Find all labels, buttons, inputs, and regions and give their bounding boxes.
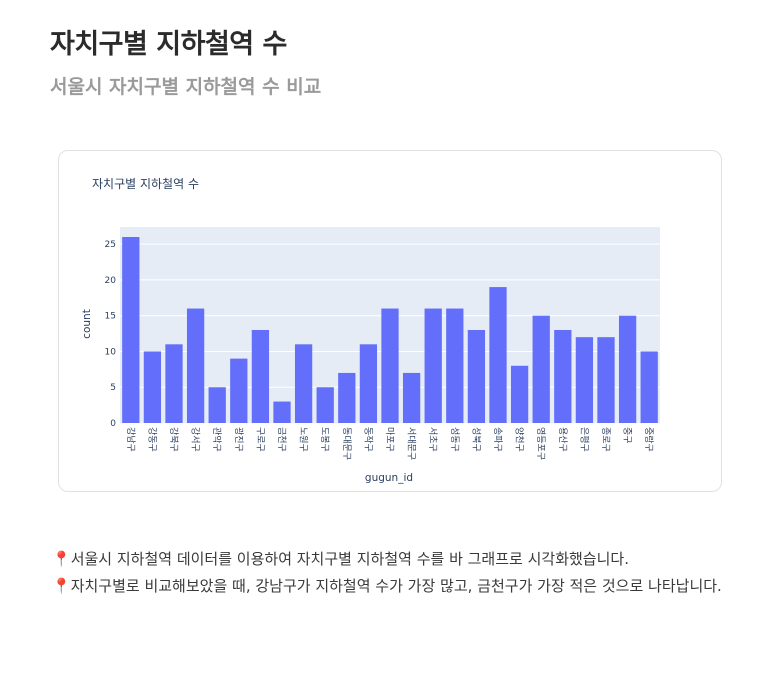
- bar-구로구[interactable]: [252, 330, 269, 423]
- x-tick-label: 송파구: [492, 427, 503, 452]
- x-tick-label: 영등포구: [535, 427, 546, 460]
- x-tick-label: 성북구: [470, 427, 481, 452]
- y-axis-label: count: [81, 309, 93, 339]
- bar-송파구[interactable]: [489, 287, 506, 423]
- y-tick-label: 5: [110, 383, 116, 393]
- x-tick-label: 서초구: [427, 427, 438, 452]
- y-tick-label: 25: [105, 240, 116, 250]
- bar-동대문구[interactable]: [338, 373, 355, 423]
- y-tick-label: 20: [105, 276, 117, 286]
- y-tick-label: 10: [105, 347, 117, 357]
- bar-마포구[interactable]: [381, 309, 398, 423]
- bar-도봉구[interactable]: [317, 387, 334, 423]
- x-tick-label: 노원구: [298, 427, 309, 452]
- bar-강동구[interactable]: [144, 351, 161, 423]
- pin-icon: 📍: [52, 577, 71, 595]
- description-line-2: 📍자치구별로 비교해보았을 때, 강남구가 지하철역 수가 가장 많고, 금천구…: [52, 573, 732, 600]
- x-tick-label: 강서구: [190, 427, 201, 452]
- bar-성동구[interactable]: [446, 309, 463, 423]
- x-tick-label: 동대문구: [341, 427, 352, 460]
- chart-title: 자치구별 지하철역 수: [92, 177, 199, 191]
- bar-동작구[interactable]: [360, 344, 377, 423]
- bar-서초구[interactable]: [425, 309, 442, 423]
- bar-광진구[interactable]: [230, 359, 247, 423]
- bar-종로구[interactable]: [597, 337, 614, 423]
- bar-양천구[interactable]: [511, 366, 528, 423]
- bar-chart[interactable]: 자치구별 지하철역 수 gugun_id count 0 5 10 15 20 25 강남구…: [59, 151, 721, 491]
- x-tick-label: 양천구: [514, 427, 525, 452]
- x-tick-label: 강동구: [146, 427, 157, 452]
- description-line-1: 📍서울시 지하철역 데이터를 이용하여 자치구별 지하철역 수를 바 그래프로 …: [52, 546, 732, 573]
- page-title: 자치구별 지하철역 수: [50, 22, 287, 61]
- bar-금천구[interactable]: [273, 402, 290, 423]
- bar-성북구[interactable]: [468, 330, 485, 423]
- bar-서대문구[interactable]: [403, 373, 420, 423]
- x-tick-label: 구로구: [254, 427, 265, 452]
- x-tick-label: 용산구: [557, 427, 568, 452]
- bar-노원구[interactable]: [295, 344, 312, 423]
- y-tick-label: 0: [110, 419, 116, 429]
- x-tick-label: 종로구: [600, 427, 611, 452]
- bar-강북구[interactable]: [165, 344, 182, 423]
- x-tick-label: 강남구: [125, 427, 136, 452]
- x-tick-label: 도봉구: [319, 427, 330, 452]
- bar-강남구[interactable]: [122, 237, 139, 423]
- chart-card: 자치구별 지하철역 수 gugun_id count 0 5 10 15 20 25 강남구…: [58, 150, 722, 492]
- pin-icon: 📍: [52, 550, 71, 568]
- x-tick-label: 성동구: [449, 427, 460, 452]
- x-tick-label: 서대문구: [406, 427, 417, 460]
- x-tick-label: 강북구: [168, 427, 179, 452]
- bar-은평구[interactable]: [576, 337, 593, 423]
- description: 📍서울시 지하철역 데이터를 이용하여 자치구별 지하철역 수를 바 그래프로 …: [52, 546, 732, 600]
- bar-중구[interactable]: [619, 316, 636, 423]
- x-tick-label: 동작구: [362, 427, 373, 452]
- y-tick-label: 15: [105, 312, 116, 322]
- bar-중랑구[interactable]: [641, 351, 658, 423]
- x-tick-label: 금천구: [276, 427, 287, 452]
- x-tick-label: 중랑구: [643, 427, 655, 452]
- bar-강서구[interactable]: [187, 309, 204, 423]
- bar-관악구[interactable]: [209, 387, 226, 423]
- x-tick-label: 광진구: [233, 427, 245, 452]
- x-tick-label: 관악구: [211, 427, 223, 452]
- page-subtitle: 서울시 자치구별 지하철역 수 비교: [50, 72, 321, 99]
- x-axis-label: gugun_id: [365, 472, 413, 484]
- bar-용산구[interactable]: [554, 330, 571, 423]
- x-tick-label: 은평구: [578, 427, 589, 452]
- x-tick-label: 마포구: [384, 427, 395, 452]
- bar-영등포구[interactable]: [533, 316, 550, 423]
- x-tick-label: 중구: [622, 427, 633, 444]
